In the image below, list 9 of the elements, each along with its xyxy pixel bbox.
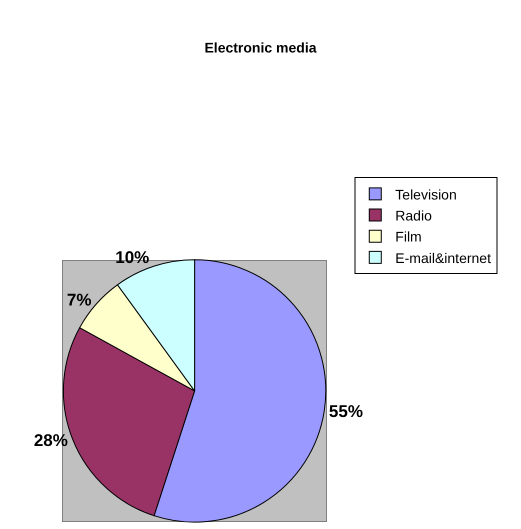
data-label: 28% <box>34 431 68 450</box>
legend-label: Television <box>395 186 457 202</box>
chart-title: Electronic media <box>204 40 317 56</box>
legend-label: Radio <box>395 207 432 224</box>
data-label: 7% <box>66 290 92 310</box>
data-label: 10% <box>115 248 150 268</box>
legend-label: Film <box>395 228 422 245</box>
data-label: 55% <box>328 402 363 422</box>
legend-label: E-mail&internet <box>395 250 492 266</box>
